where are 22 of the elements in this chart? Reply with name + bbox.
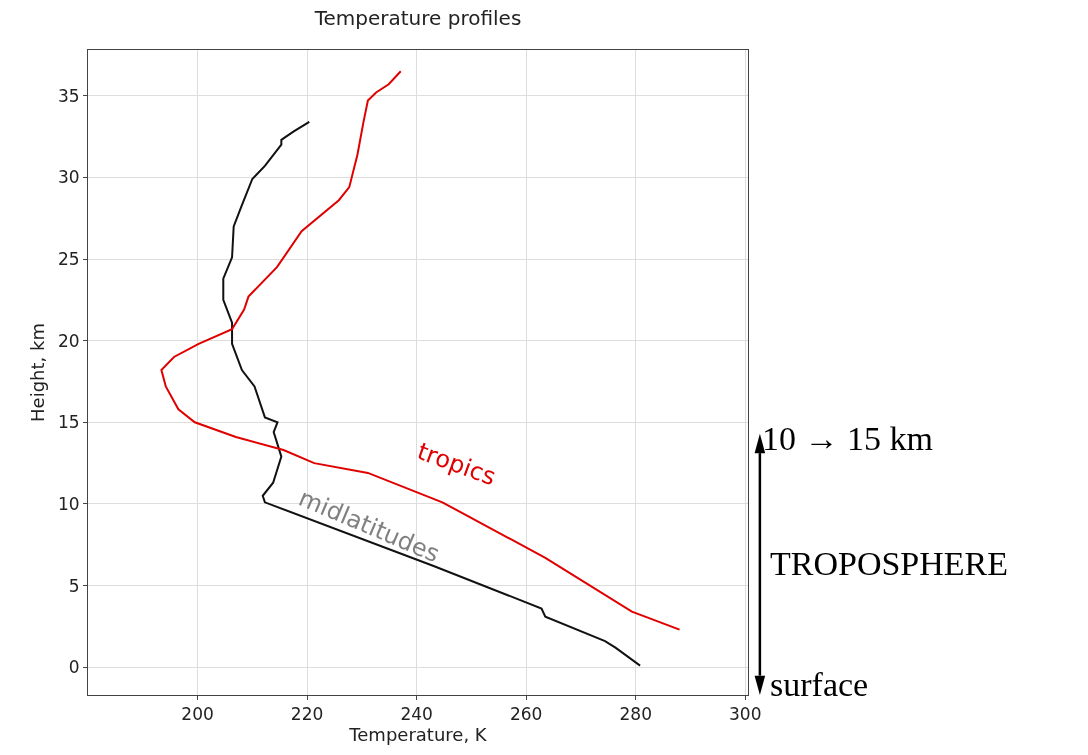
chart-title: Temperature profiles — [313, 6, 522, 31]
y-tick-label: 25 — [57, 248, 80, 269]
y-tick-label: 10 — [57, 493, 80, 514]
y-tick-label: 15 — [57, 412, 80, 433]
x-tick-label: 260 — [509, 704, 543, 725]
text: surface — [770, 666, 869, 703]
text: TROPOSPHERE — [770, 545, 1009, 582]
y-tick-label: 5 — [68, 575, 80, 596]
x-tick-label: 240 — [400, 704, 433, 725]
y-tick-label: 30 — [57, 167, 80, 188]
line-series — [160, 70, 681, 631]
text: 10 → 15 km — [762, 420, 933, 457]
x-tick-label: 200 — [181, 704, 214, 725]
x-axis-title: Temperature, K — [348, 724, 488, 746]
y-axis-title: Height, km — [27, 323, 49, 422]
x-tick-label: 300 — [729, 704, 762, 725]
y-tick-label: 0 — [68, 657, 80, 678]
line-series — [222, 120, 642, 667]
y-tick-label: 35 — [57, 85, 80, 106]
x-tick-label: 220 — [290, 704, 324, 725]
y-tick-label: 20 — [57, 330, 80, 351]
x-tick-label: 280 — [619, 704, 652, 725]
